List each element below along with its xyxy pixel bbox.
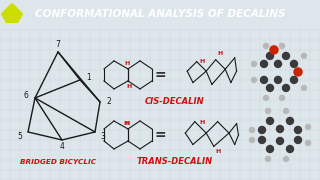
Circle shape [260, 76, 268, 84]
Text: H: H [126, 84, 132, 89]
Text: H: H [124, 121, 129, 126]
Circle shape [279, 43, 284, 48]
Circle shape [275, 76, 282, 84]
Circle shape [284, 156, 289, 161]
Circle shape [286, 145, 293, 152]
Text: H: H [124, 61, 130, 66]
Circle shape [291, 60, 298, 68]
Circle shape [283, 52, 290, 59]
Circle shape [260, 60, 268, 68]
Polygon shape [2, 4, 22, 22]
Circle shape [276, 138, 284, 145]
Circle shape [263, 43, 268, 48]
Circle shape [284, 109, 289, 113]
Text: 4: 4 [60, 143, 64, 152]
Text: =: = [154, 68, 166, 82]
Circle shape [301, 53, 307, 59]
Text: 7: 7 [56, 40, 60, 50]
Text: H: H [215, 149, 220, 154]
Text: 6: 6 [24, 91, 28, 100]
Circle shape [283, 84, 290, 91]
Circle shape [250, 138, 254, 143]
Text: BRIDGED BICYCLIC: BRIDGED BICYCLIC [20, 159, 96, 165]
Circle shape [306, 124, 310, 129]
Circle shape [294, 136, 301, 143]
Text: CIS-DECALIN: CIS-DECALIN [145, 97, 205, 106]
Text: CONFORMATIONAL ANALYSIS OF DECALINS: CONFORMATIONAL ANALYSIS OF DECALINS [35, 9, 285, 19]
Circle shape [250, 127, 254, 132]
Circle shape [294, 127, 301, 133]
Circle shape [306, 140, 310, 145]
Circle shape [267, 118, 274, 124]
Text: H: H [199, 58, 204, 64]
Text: 3: 3 [100, 132, 105, 141]
Text: TRANS-DECALIN: TRANS-DECALIN [137, 158, 213, 166]
Circle shape [267, 52, 274, 59]
Circle shape [252, 61, 257, 66]
Text: 5: 5 [18, 132, 22, 141]
Text: H: H [124, 121, 130, 126]
Circle shape [259, 136, 266, 143]
Circle shape [267, 145, 274, 152]
Circle shape [267, 84, 274, 91]
Circle shape [279, 95, 284, 100]
Circle shape [286, 118, 293, 124]
Circle shape [266, 109, 270, 113]
Circle shape [294, 68, 302, 76]
Text: H: H [199, 120, 204, 125]
Circle shape [252, 77, 257, 82]
Circle shape [263, 95, 268, 100]
Circle shape [275, 60, 282, 68]
Circle shape [276, 125, 284, 132]
Text: 1: 1 [87, 73, 92, 82]
Text: H: H [218, 51, 223, 56]
Circle shape [291, 76, 298, 84]
Text: 2: 2 [107, 97, 111, 106]
Text: =: = [154, 128, 166, 142]
Circle shape [301, 86, 307, 90]
Circle shape [266, 156, 270, 161]
Circle shape [259, 127, 266, 133]
Circle shape [270, 46, 278, 54]
